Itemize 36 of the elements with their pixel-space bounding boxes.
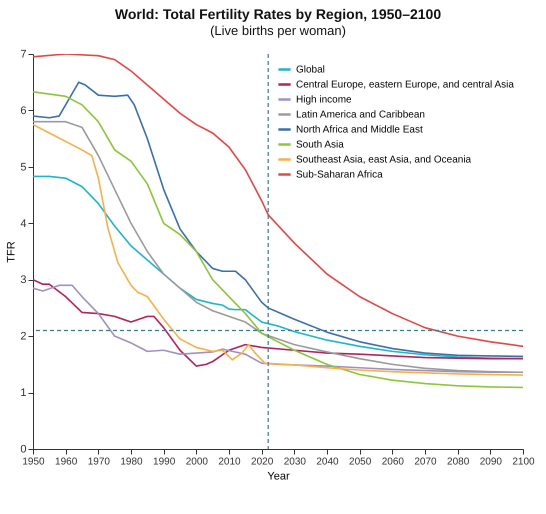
x-tick-label: 1950 [22,456,46,468]
x-tick-label: 2040 [316,456,340,468]
x-tick-label: 2100 [512,456,536,468]
chart-subtitle: (Live births per woman) [210,23,346,38]
chart-title: World: Total Fertility Rates by Region, 1950–2100 [114,6,442,22]
x-tick-label: 2010 [218,456,242,468]
x-tick-label: 2020 [251,456,274,468]
y-tick-label: 2 [20,330,26,343]
y-tick-label: 7 [20,48,26,60]
legend-label: Global [296,64,325,76]
x-tick-label: 2060 [382,456,404,468]
x-tick-label: 1980 [120,456,144,468]
x-tick-label: 2000 [186,456,208,468]
legend-label: Latin America and Caribbean [296,110,425,120]
x-tick-label: 1960 [55,456,78,468]
legend-label: Sub-Saharan Africa [296,170,384,180]
legend-label: North Africa and Middle East [296,124,423,136]
x-tick-label: 2090 [480,456,502,468]
y-tick-label: 5 [20,161,26,174]
y-axis-title: TFR [5,241,18,263]
x-tick-label: 1970 [88,456,110,468]
x-tick-label: 1990 [153,456,176,468]
x-tick-label: 2070 [414,456,438,468]
legend-label: High income [296,94,352,106]
x-axis-title: Year [267,470,290,482]
y-tick-label: 1 [20,387,26,400]
legend-label: South Asia [296,140,344,150]
x-tick-label: 2050 [349,456,372,468]
y-tick-label: 4 [20,218,26,230]
y-tick-label: 3 [20,274,26,286]
legend-label: Central Europe, eastern Europe, and central Asia [296,80,514,90]
x-tick-label: 2080 [447,456,470,468]
legend-label: Southeast Asia, east Asia, and Oceania [296,154,472,166]
y-tick-label: 0 [20,444,26,456]
y-tick-label: 6 [20,104,26,117]
x-tick-label: 2030 [284,456,306,468]
